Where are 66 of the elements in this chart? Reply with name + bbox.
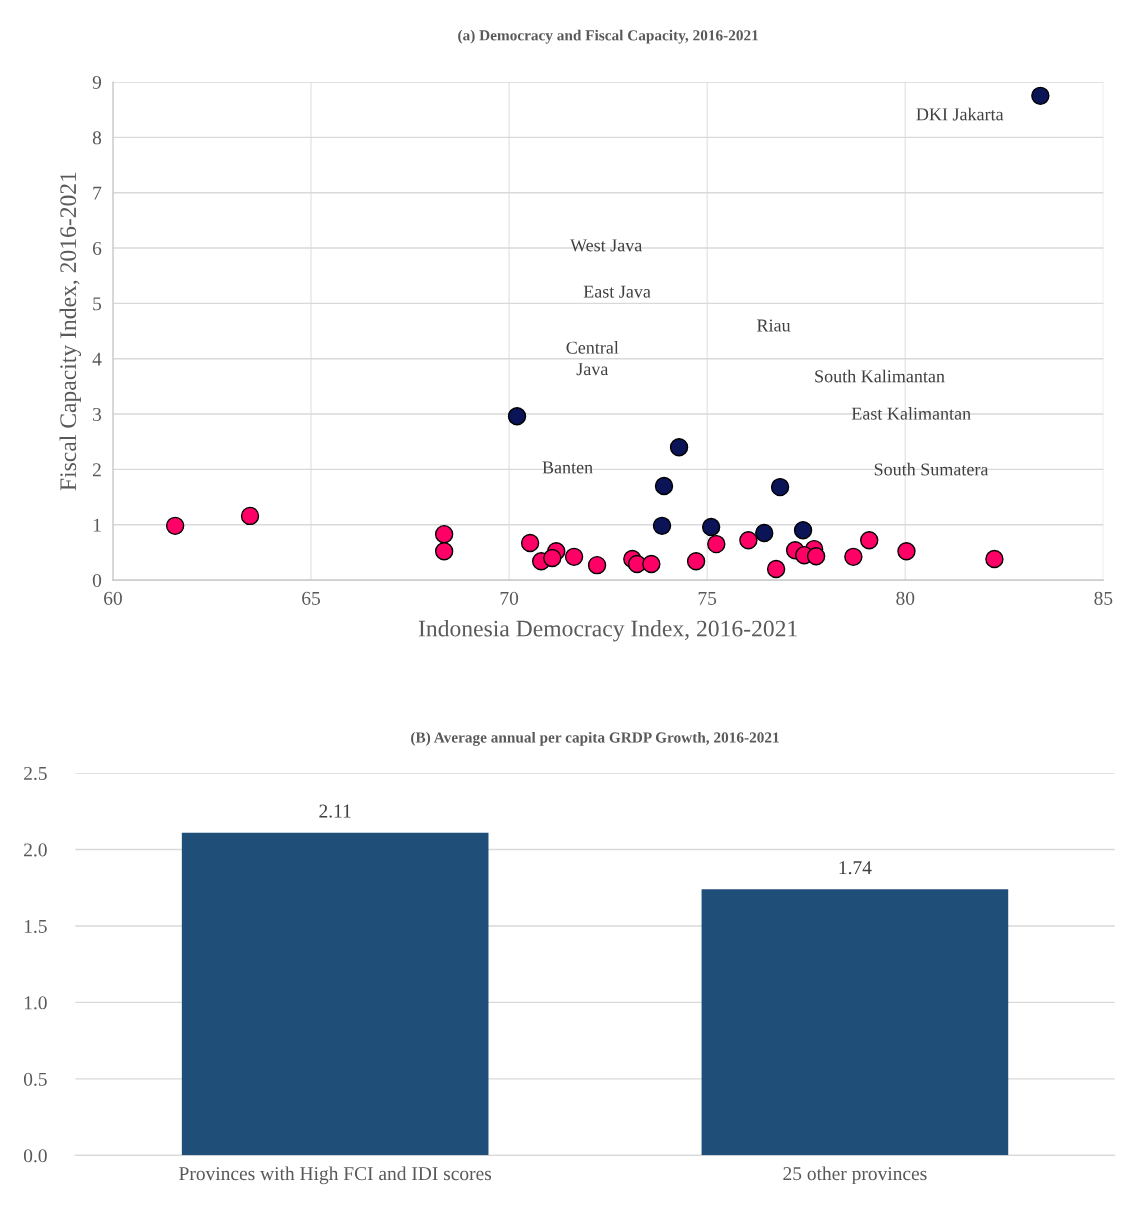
point — [652, 516, 672, 536]
y-tick-label: 5 — [93, 297, 102, 311]
point — [543, 548, 562, 568]
y-tick-label: 8 — [92, 131, 102, 145]
x-tick-label: 25 other provinces — [783, 1166, 927, 1185]
y-tick-label: 1.5 — [24, 919, 47, 933]
x-tick-label: 70 — [500, 591, 519, 605]
point — [844, 547, 863, 567]
point — [1031, 86, 1050, 106]
y-tick-label: 9 — [92, 75, 102, 89]
y-tick-label: 2.5 — [24, 766, 47, 781]
y-tick-label: 1 — [93, 518, 101, 532]
point — [770, 477, 790, 497]
point — [520, 533, 540, 553]
x-axis-title: Indonesia Democracy Index, 2016-2021 — [418, 619, 797, 642]
annotation: DKI Jakarta — [916, 107, 1004, 121]
y-tick-label: 3 — [93, 407, 102, 421]
point — [793, 521, 813, 540]
point — [739, 531, 758, 550]
y-axis-title: Fiscal Capacity Index, 2016-2021 — [59, 172, 82, 491]
point — [897, 542, 916, 561]
y-tick-label: 6 — [92, 241, 102, 255]
point — [669, 438, 689, 457]
point — [587, 555, 607, 575]
chart-title: (a) Democracy and Fiscal Capacity, 2016-2021 — [458, 29, 758, 44]
x-tick-label: 65 — [302, 591, 320, 605]
point — [707, 534, 726, 554]
point — [766, 559, 786, 579]
point — [434, 542, 454, 561]
annotation: East Java — [583, 285, 651, 298]
point — [165, 516, 185, 536]
point — [686, 552, 706, 571]
data-label: 2.11 — [319, 804, 351, 818]
data-label: 1.74 — [839, 861, 872, 875]
point — [507, 407, 527, 426]
annotation: Riau — [757, 319, 791, 332]
annotation: West Java — [570, 239, 643, 252]
point — [240, 506, 260, 526]
point — [806, 547, 826, 566]
y-tick-label: 7 — [93, 186, 102, 200]
x-tick-label: 60 — [104, 591, 122, 605]
y-tick-label: 0 — [92, 573, 102, 588]
annotation: South Sumatera — [874, 462, 989, 476]
point — [985, 549, 1004, 569]
annotation: Central Java — [566, 341, 619, 376]
x-tick-label: 75 — [698, 591, 717, 605]
point — [564, 547, 584, 567]
y-tick-label: 0.0 — [23, 1149, 47, 1163]
x-tick-label: 85 — [1094, 591, 1113, 605]
annotation: South Kalimantan — [815, 369, 945, 383]
x-tick-label: Provinces with High FCI and IDI scores — [179, 1166, 492, 1185]
y-tick-label: 2 — [92, 463, 101, 477]
point — [755, 523, 774, 543]
y-tick-label: 0.5 — [23, 1072, 47, 1086]
point — [434, 524, 454, 544]
point — [701, 517, 721, 537]
annotation: East Kalimantan — [851, 407, 971, 420]
chart-title: (B) Average annual per capita GRDP Growth, 2016-2021 — [411, 731, 779, 746]
y-tick-label: 4 — [92, 352, 102, 366]
point — [642, 554, 661, 574]
annotation: Banten — [542, 461, 593, 474]
point — [860, 531, 879, 550]
y-tick-label: 1.0 — [24, 996, 47, 1010]
point — [654, 476, 674, 496]
x-tick-label: 80 — [896, 591, 915, 605]
y-tick-label: 2.0 — [24, 843, 47, 857]
